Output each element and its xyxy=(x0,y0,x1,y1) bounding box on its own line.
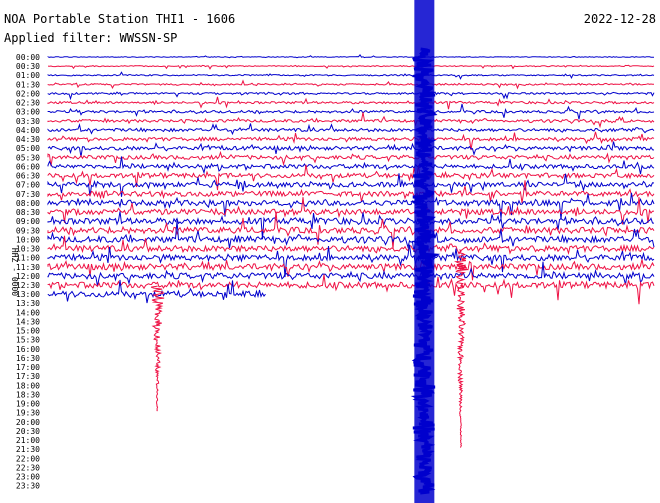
trace-row xyxy=(47,261,655,287)
trace-row xyxy=(47,64,655,70)
tick-label: 04:30 xyxy=(16,135,40,144)
tick-label: 00:00 xyxy=(16,53,40,62)
tick-label: 16:30 xyxy=(16,354,40,363)
tick-label: 08:30 xyxy=(16,208,40,217)
tick-label: 07:00 xyxy=(16,181,40,190)
channel-label: HHZ - 0000 xyxy=(10,248,19,296)
trace-row xyxy=(47,235,655,255)
tick-label: 13:00 xyxy=(16,290,40,299)
tick-label: 02:30 xyxy=(16,99,40,108)
tick-label: 09:00 xyxy=(16,217,40,226)
trace-row xyxy=(47,79,654,90)
saturated-band xyxy=(414,0,435,503)
trace-row xyxy=(47,220,655,253)
trace-row xyxy=(47,141,655,158)
event-trace xyxy=(454,249,468,448)
trace-row xyxy=(47,279,266,304)
tick-label: 16:00 xyxy=(16,345,40,354)
trace-row xyxy=(47,91,655,101)
trace-row xyxy=(47,244,655,278)
tick-label: 10:30 xyxy=(16,245,40,254)
trace-row xyxy=(47,211,655,240)
tick-label: 12:00 xyxy=(16,272,40,281)
trace-row xyxy=(47,150,655,167)
trace-row xyxy=(47,156,655,175)
trace-row xyxy=(47,71,655,80)
tick-label: 23:00 xyxy=(16,473,40,482)
tick-label: 03:00 xyxy=(16,108,40,117)
trace-row xyxy=(47,255,655,281)
tick-label: 19:00 xyxy=(16,400,40,409)
tick-label: 14:30 xyxy=(16,317,40,326)
tick-label: 03:30 xyxy=(16,117,40,126)
tick-label: 06:30 xyxy=(16,172,40,181)
trace-row xyxy=(47,211,655,249)
trace-row xyxy=(47,131,655,151)
tick-label: 04:00 xyxy=(16,126,40,135)
trace-row xyxy=(47,123,655,136)
tick-label: 07:30 xyxy=(16,190,40,199)
tick-label: 21:30 xyxy=(16,445,40,454)
station-title: NOA Portable Station THI1 - 1606 xyxy=(4,12,235,26)
trace-row xyxy=(47,180,655,203)
trace-row xyxy=(47,103,655,120)
tick-label: 17:30 xyxy=(16,372,40,381)
tick-label: 11:00 xyxy=(16,254,40,263)
trace-row xyxy=(47,164,655,191)
tick-label: 14:00 xyxy=(16,308,40,317)
trace-row xyxy=(47,196,655,225)
trace-row xyxy=(47,112,655,129)
tick-label: 15:00 xyxy=(16,327,40,336)
tick-label: 05:30 xyxy=(16,153,40,162)
tick-label: 18:00 xyxy=(16,381,40,390)
tick-label: 01:30 xyxy=(16,80,40,89)
filter-label: Applied filter: WWSSN-SP xyxy=(4,31,177,45)
event-trace xyxy=(150,285,165,412)
tick-label: 20:00 xyxy=(16,418,40,427)
trace-row xyxy=(47,274,655,305)
tick-label: 06:00 xyxy=(16,162,40,171)
tick-label: 19:30 xyxy=(16,409,40,418)
time-tick-labels: 00:0000:3001:0001:3002:0002:3003:0003:30… xyxy=(16,53,40,491)
tick-label: 21:00 xyxy=(16,436,40,445)
event-group xyxy=(150,0,468,503)
record-date: 2022-12-28 xyxy=(584,12,656,26)
tick-label: 18:30 xyxy=(16,390,40,399)
tick-label: 22:00 xyxy=(16,454,40,463)
trace-row xyxy=(47,96,655,110)
tick-label: 22:30 xyxy=(16,463,40,472)
tick-label: 09:30 xyxy=(16,226,40,235)
trace-row xyxy=(47,173,655,197)
trace-group xyxy=(47,54,655,305)
tick-label: 00:30 xyxy=(16,62,40,71)
tick-label: 20:30 xyxy=(16,427,40,436)
tick-label: 08:00 xyxy=(16,199,40,208)
tick-label: 15:30 xyxy=(16,336,40,345)
tick-label: 05:00 xyxy=(16,144,40,153)
trace-row xyxy=(47,54,655,59)
tick-label: 23:30 xyxy=(16,482,40,491)
tick-label: 02:00 xyxy=(16,89,40,98)
tick-label: 12:30 xyxy=(16,281,40,290)
tick-label: 01:00 xyxy=(16,71,40,80)
trace-row xyxy=(47,192,655,220)
tick-label: 17:00 xyxy=(16,363,40,372)
tick-label: 10:00 xyxy=(16,235,40,244)
tick-label: 11:30 xyxy=(16,263,40,272)
tick-label: 13:30 xyxy=(16,299,40,308)
